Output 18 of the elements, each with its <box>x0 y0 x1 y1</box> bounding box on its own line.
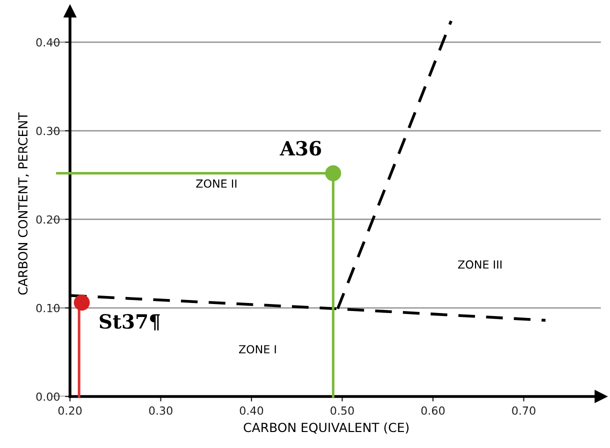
annotation: ZONE II <box>196 179 236 188</box>
x-tick-label: 0.70 <box>512 406 536 415</box>
x-tick-label: 0.40 <box>240 406 264 415</box>
x-tick-label: 0.20 <box>58 406 82 415</box>
x-tick-label: 0.60 <box>421 406 445 415</box>
y-tick-label: 0.00 <box>36 392 60 401</box>
annotation: ZONE III <box>458 260 502 269</box>
y-tick-label: 0.10 <box>36 304 60 312</box>
y-tick-label: 0.30 <box>36 126 60 136</box>
y-axis-title: CARBON CONTENT, PERCENT <box>18 112 29 295</box>
x-tick-label: 0.50 <box>330 406 354 415</box>
annotation: St37¶ <box>100 314 160 330</box>
y-tick-label: 0.20 <box>36 215 60 224</box>
annotation: A36 <box>280 140 321 156</box>
x-tick-label: 0.30 <box>149 406 172 415</box>
annotation: ZONE I <box>238 345 276 354</box>
y-tick-label: 0.40 <box>36 38 60 47</box>
x-axis-title: CARBON EQUIVALENT (CE) <box>244 422 409 434</box>
